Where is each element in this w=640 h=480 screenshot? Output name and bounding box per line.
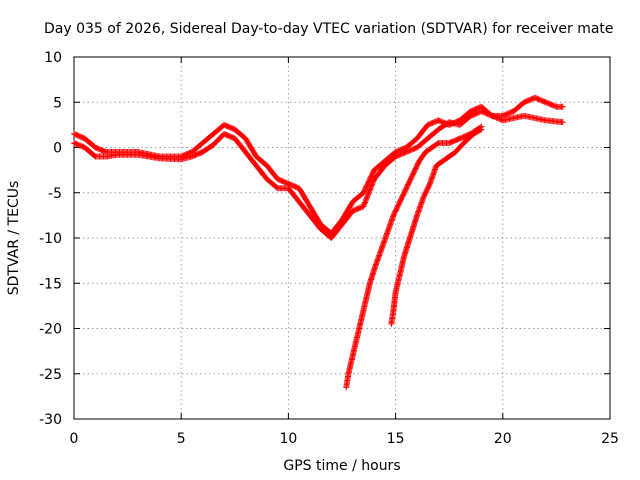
data-point	[488, 112, 495, 119]
y-tick-label: 10	[44, 50, 62, 66]
data-point	[363, 195, 370, 202]
data-point	[559, 103, 566, 110]
data-marks	[71, 94, 566, 391]
data-point	[360, 189, 367, 196]
data-point	[361, 188, 368, 195]
data-point	[398, 150, 405, 157]
data-point	[483, 110, 490, 117]
x-tick-label: 10	[279, 431, 297, 447]
x-tick-label: 5	[177, 431, 186, 447]
data-point	[497, 116, 504, 123]
chart-title: Day 035 of 2026, Sidereal Day-to-day VTE…	[44, 21, 614, 37]
data-point	[396, 151, 403, 158]
data-point	[360, 203, 367, 210]
data-point	[403, 148, 410, 155]
grid	[74, 57, 610, 419]
data-point	[411, 145, 418, 152]
data-point	[478, 108, 485, 115]
data-point	[489, 113, 496, 120]
data-point	[365, 190, 372, 197]
data-point	[362, 184, 369, 191]
data-point	[361, 199, 368, 206]
data-point	[401, 149, 408, 156]
x-tick-label: 0	[70, 431, 79, 447]
data-point	[426, 181, 433, 188]
data-point	[364, 194, 371, 201]
data-point	[365, 191, 372, 198]
ticks	[73, 56, 611, 420]
data-point	[480, 109, 487, 116]
data-point	[370, 178, 377, 185]
data-point	[477, 127, 484, 134]
y-tick-label: -30	[39, 412, 62, 428]
y-tick-label: -5	[48, 186, 62, 202]
data-point	[493, 114, 500, 121]
x-tick-label: 20	[494, 431, 512, 447]
y-tick-label: -15	[39, 276, 62, 292]
data-point	[494, 115, 501, 122]
y-tick-labels: 10 5 0 -5 -10 -15 -20 -25 -30	[39, 50, 62, 428]
data-point	[367, 185, 374, 192]
data-point	[496, 115, 503, 122]
data-point	[362, 185, 369, 192]
y-tick-label: 5	[53, 95, 62, 111]
data-point	[361, 187, 368, 194]
x-tick-label: 15	[387, 431, 405, 447]
data-point	[362, 198, 369, 205]
y-axis-title: SDTVAR / TECUs	[6, 181, 22, 296]
data-point	[484, 110, 491, 117]
data-point	[405, 148, 412, 155]
data-point	[369, 169, 376, 176]
data-point	[402, 149, 409, 156]
data-point	[559, 119, 566, 126]
data-point	[395, 152, 402, 159]
data-point	[393, 153, 400, 160]
x-tick-labels: 0 5 10 15 20 25	[70, 431, 619, 447]
y-tick-label: -20	[39, 322, 62, 338]
data-point	[406, 147, 413, 154]
data-point	[368, 173, 375, 180]
y-tick-label: 0	[53, 141, 62, 157]
series-arc-2	[71, 108, 566, 241]
data-point	[408, 146, 415, 153]
data-point	[397, 151, 404, 158]
data-point	[361, 200, 368, 207]
x-tick-label: 25	[601, 431, 619, 447]
data-point	[482, 109, 489, 116]
y-tick-label: -25	[39, 367, 62, 383]
data-point	[368, 172, 375, 179]
data-point	[490, 113, 497, 120]
data-point	[407, 147, 414, 154]
data-point	[362, 196, 369, 203]
data-point	[487, 112, 494, 119]
y-tick-label: -10	[39, 231, 62, 247]
data-point	[367, 186, 374, 193]
data-point	[410, 146, 417, 153]
data-point	[485, 111, 492, 118]
data-point	[369, 181, 376, 188]
data-point	[478, 126, 485, 133]
data-point	[101, 148, 108, 155]
data-point	[369, 170, 376, 177]
data-point	[364, 192, 371, 199]
data-point	[479, 108, 486, 115]
data-point	[492, 114, 499, 121]
data-point	[360, 202, 367, 209]
series-arc-3	[343, 123, 485, 391]
data-point	[366, 189, 373, 196]
x-axis-title: GPS time / hours	[283, 458, 400, 474]
series-arc-4	[388, 126, 485, 327]
data-point	[369, 180, 376, 187]
data-point	[366, 187, 373, 194]
data-point	[400, 150, 407, 157]
data-point	[368, 182, 375, 189]
data-point	[392, 153, 399, 160]
data-point	[368, 183, 375, 190]
